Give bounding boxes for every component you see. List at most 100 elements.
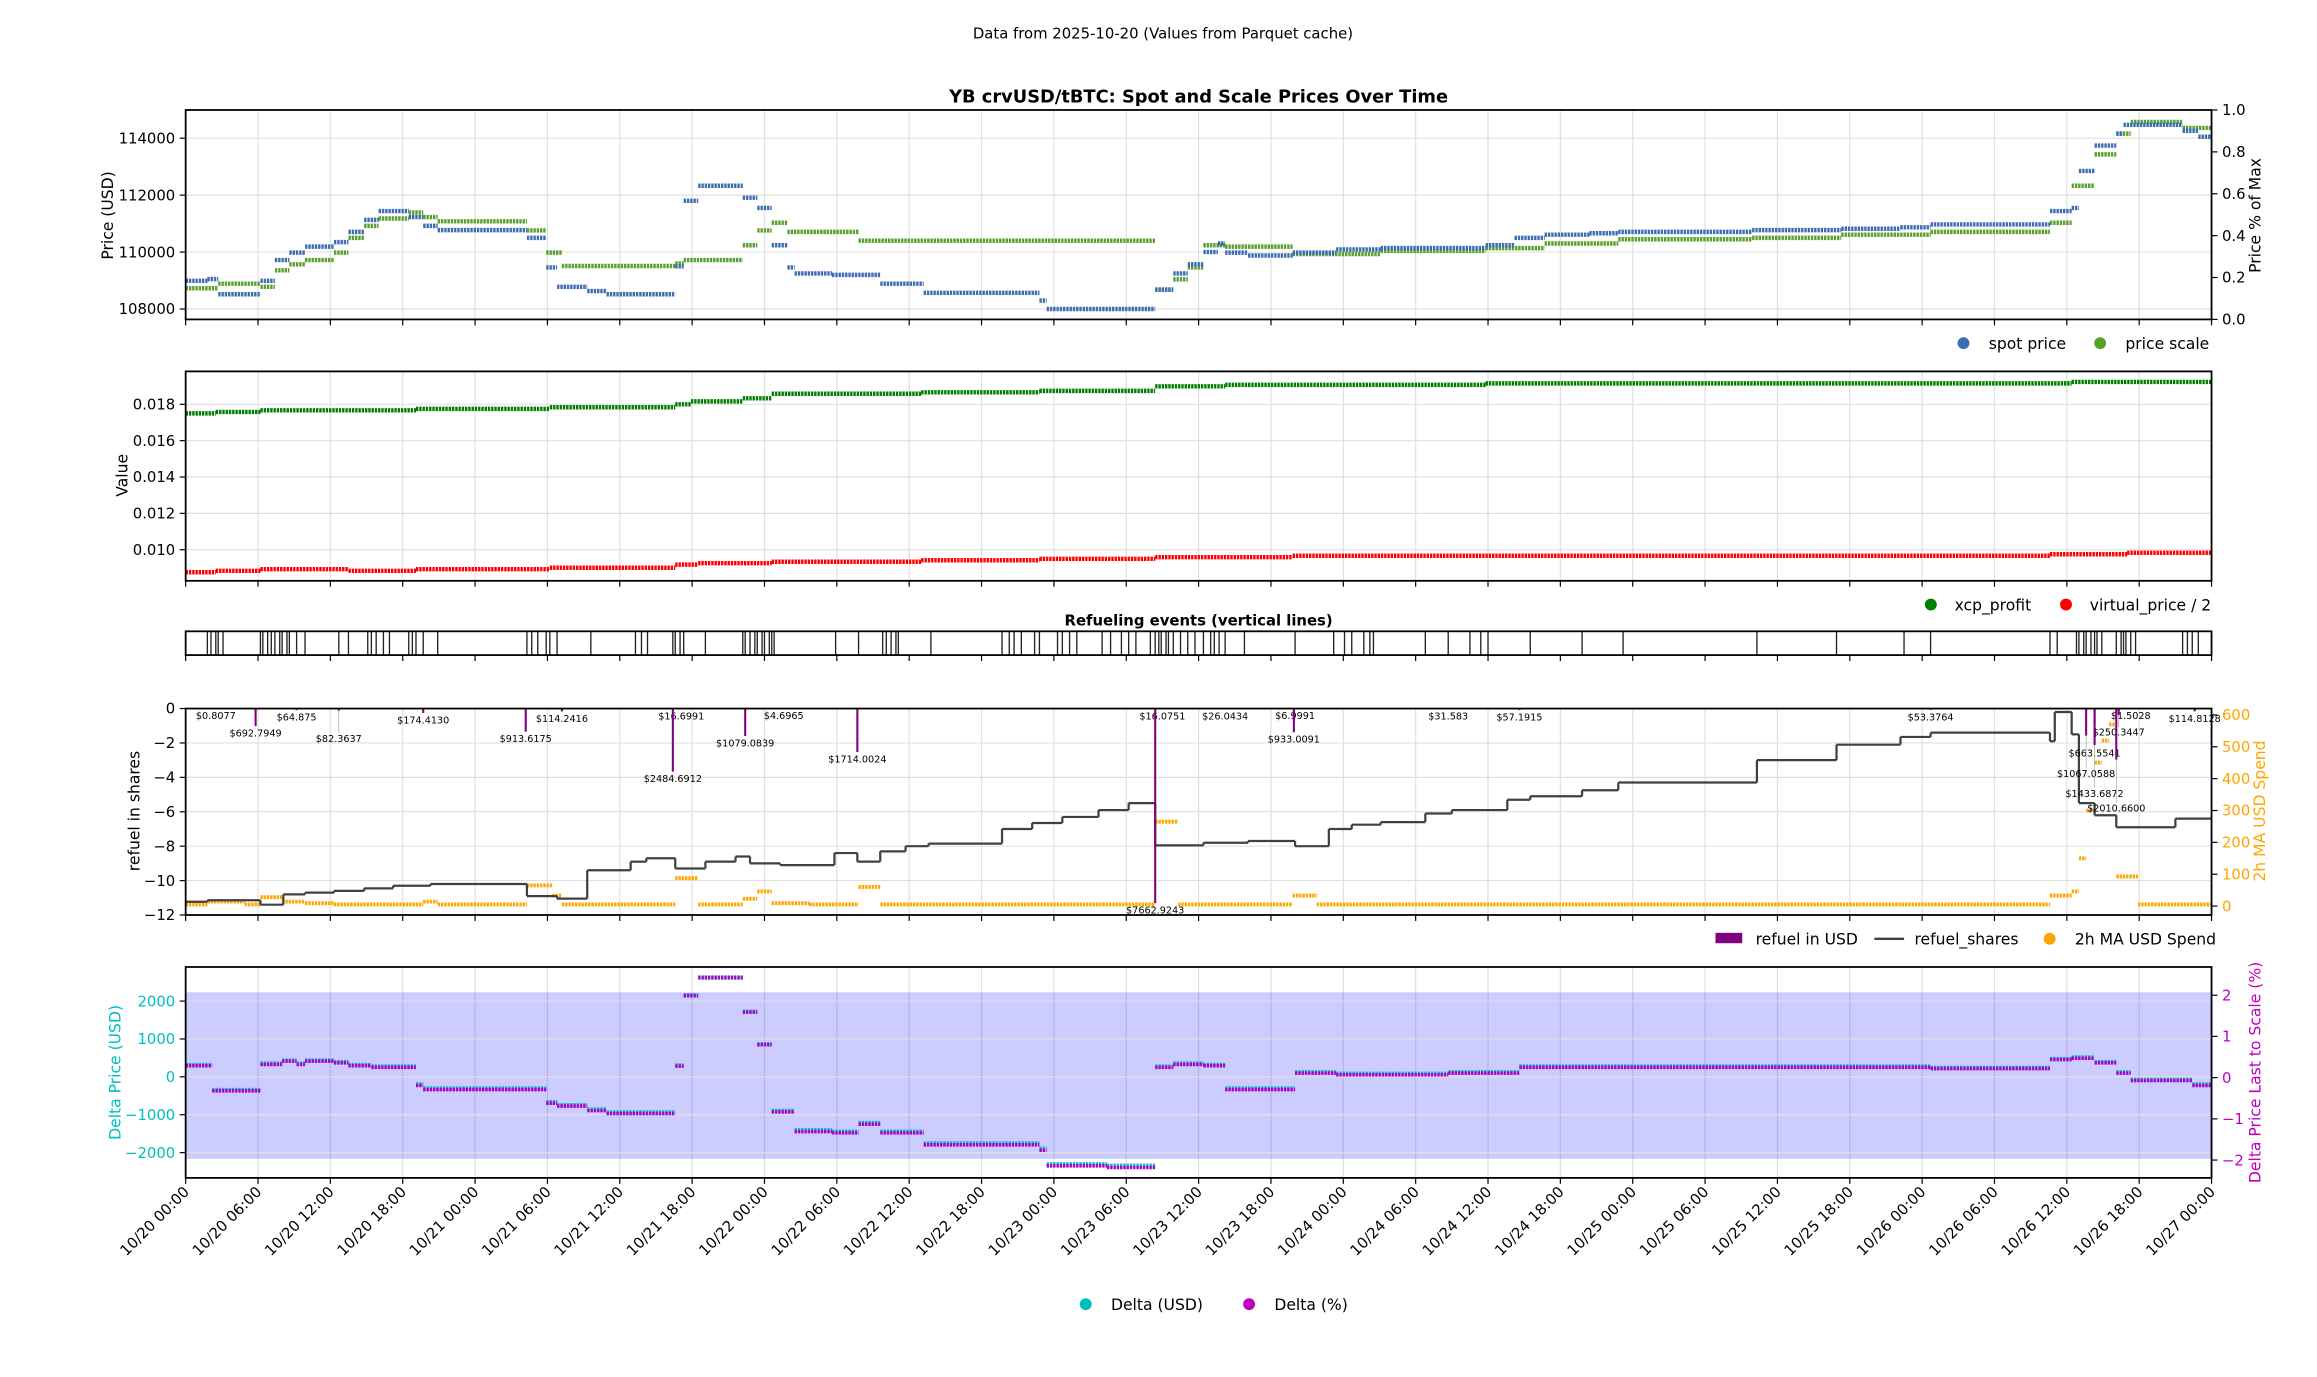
- legend-spend-marker: [2043, 932, 2056, 945]
- y-tick-label: 2000: [137, 992, 175, 1010]
- x-tick-label: 10/23 06:00: [1057, 1183, 1134, 1260]
- axes-frame: [184, 630, 2213, 656]
- axes-frame: [184, 370, 2213, 582]
- refuel-events-title: Refueling events (vertical lines): [1065, 611, 1333, 629]
- y2-tick-label: 0.2: [2222, 269, 2246, 287]
- y-tick-label: 1000: [137, 1030, 175, 1048]
- legend-delta-usd-marker: [1079, 1298, 1092, 1311]
- refuel-usd-annotation: $1.5028: [2111, 711, 2151, 722]
- y-tick-label: −12: [144, 906, 175, 924]
- y-tick-label: 0.010: [133, 541, 175, 559]
- x-tick-label: 10/22 18:00: [912, 1183, 989, 1260]
- x-tick-label: 10/25 06:00: [1636, 1183, 1713, 1260]
- y2-tick-label: 0: [2222, 897, 2231, 915]
- refuel-usd-annotation: $7662.9243: [1126, 906, 1184, 917]
- refuel-usd-annotation: $933.0091: [1268, 735, 1320, 746]
- y-tick-label: 112000: [119, 186, 176, 204]
- x-tick-label: 10/26 06:00: [1925, 1183, 2002, 1260]
- value-ylabel: Value: [114, 454, 132, 497]
- spend-ylabel: 2h MA USD Spend: [2251, 740, 2269, 881]
- y2-tick-label: 200: [2222, 834, 2250, 852]
- y2-tick-label: 0.8: [2222, 143, 2246, 161]
- refuel-usd-annotation: $0.8077: [196, 711, 236, 722]
- legend-xcp-marker: [1924, 598, 1937, 611]
- y2-tick-label: 0.4: [2222, 227, 2246, 245]
- legend-delta-usd-label: Delta (USD): [1111, 1296, 1203, 1314]
- y2-tick-label: 2: [2222, 986, 2231, 1004]
- delta-legend: Delta (USD) Delta (%): [1079, 1296, 1348, 1314]
- legend-spot-marker: [1957, 337, 1970, 350]
- y-tick-label: 0.018: [133, 396, 175, 414]
- x-tick-label: 10/23 12:00: [1129, 1183, 1206, 1260]
- x-tick-label: 10/24 18:00: [1491, 1183, 1568, 1260]
- legend-refuel-usd-label: refuel in USD: [1756, 931, 1858, 949]
- x-tick-label: 10/23 00:00: [985, 1183, 1062, 1260]
- x-tick-label: 10/26 18:00: [2070, 1183, 2147, 1260]
- y-tick-label: 108000: [119, 300, 176, 318]
- tolerance-band: [185, 992, 2212, 1159]
- price-ylabel: Price (USD): [99, 171, 117, 259]
- y-tick-label: −2: [153, 734, 175, 752]
- y2-tick-label: −2: [2222, 1151, 2244, 1169]
- price-pct-ylabel: Price % of Max: [2247, 158, 2265, 273]
- refuel-legend: refuel in USD refuel_shares 2h MA USD Sp…: [1715, 931, 2216, 950]
- y-tick-label: 110000: [119, 243, 176, 261]
- x-tick-label: 10/20 18:00: [333, 1183, 410, 1260]
- y2-tick-label: 400: [2222, 770, 2250, 788]
- y2-tick-label: 0.0: [2222, 311, 2246, 329]
- delta-pct-ylabel: Delta Price Last to Scale (%): [2247, 962, 2265, 1183]
- x-tick-label: 10/20 12:00: [261, 1183, 338, 1260]
- refuel-usd-annotation: $64.875: [277, 713, 317, 724]
- x-tick-label: 10/21 00:00: [406, 1183, 483, 1260]
- y-tick-label: −10: [144, 872, 175, 890]
- refuel-usd-annotation: $53.3764: [1908, 712, 1954, 723]
- legend-scale-marker: [2094, 337, 2107, 350]
- refuel-usd-annotation: $57.1915: [1496, 712, 1542, 723]
- refuel-usd-annotation: $114.8128: [2169, 714, 2221, 725]
- y-tick-label: −4: [153, 769, 175, 787]
- x-tick-label: 10/21 18:00: [623, 1183, 700, 1260]
- price-legend: spot price price scale: [1957, 335, 2209, 353]
- x-tick-label: 10/26 12:00: [1998, 1183, 2075, 1260]
- refuel-usd-annotation: $2010.6600: [2087, 804, 2145, 815]
- legend-vp-marker: [2060, 598, 2072, 611]
- axes-frame: [184, 707, 2213, 916]
- x-tick-label: 10/22 00:00: [695, 1183, 772, 1260]
- refuel-usd-annotation: $16.0751: [1139, 711, 1185, 722]
- refuel-usd-annotation: $31.583: [1428, 712, 1468, 723]
- refuel-usd-annotation: $16.6991: [658, 711, 704, 722]
- shares-ylabel: refuel in shares: [126, 751, 144, 871]
- y-tick-label: 0.012: [133, 505, 175, 523]
- x-tick-label: 10/21 06:00: [478, 1183, 555, 1260]
- x-tick-label: 10/24 00:00: [1274, 1183, 1351, 1260]
- refuel-usd-annotation: $174.4130: [397, 715, 449, 726]
- refuel-usd-annotation: $1079.0839: [716, 738, 774, 749]
- y2-tick-label: 1.0: [2222, 101, 2246, 119]
- x-tick-label: 10/21 12:00: [550, 1183, 627, 1260]
- legend-vp-label: virtual_price / 2: [2090, 597, 2211, 616]
- axes-frame: [184, 109, 2213, 321]
- refuel-usd-annotation: $1067.0588: [2057, 769, 2115, 780]
- refuel-usd-annotation: $1714.0024: [828, 754, 886, 765]
- y2-tick-label: 0: [2222, 1069, 2231, 1087]
- axes-frame: [184, 966, 2213, 1179]
- refuel-usd-annotation: $692.7949: [230, 729, 282, 740]
- x-tick-label: 10/27 00:00: [2142, 1183, 2219, 1260]
- x-tick-label: 10/23 18:00: [1202, 1183, 1279, 1260]
- suptitle: Data from 2025-10-20 (Values from Parque…: [973, 25, 1353, 43]
- y2-tick-label: 300: [2222, 802, 2250, 820]
- legend-scale-label: price scale: [2125, 335, 2209, 353]
- x-tick-label: 10/25 18:00: [1780, 1183, 1857, 1260]
- legend-spot-label: spot price: [1989, 335, 2066, 353]
- refuel-usd-annotation: $913.6175: [500, 734, 552, 745]
- y-tick-label: −1000: [125, 1106, 175, 1124]
- refuel-usd-annotation: $1433.6872: [2065, 789, 2123, 800]
- y2-tick-label: 100: [2222, 865, 2250, 883]
- y-tick-label: −6: [153, 803, 175, 821]
- legend-refuel-usd-marker: [1715, 932, 1743, 944]
- refuel-usd-annotation: $114.2416: [536, 714, 588, 725]
- x-tick-label: 10/26 00:00: [1853, 1183, 1930, 1260]
- y2-tick-label: −1: [2222, 1110, 2244, 1128]
- legend-spend-label: 2h MA USD Spend: [2075, 931, 2216, 949]
- x-tick-label: 10/24 06:00: [1346, 1183, 1423, 1260]
